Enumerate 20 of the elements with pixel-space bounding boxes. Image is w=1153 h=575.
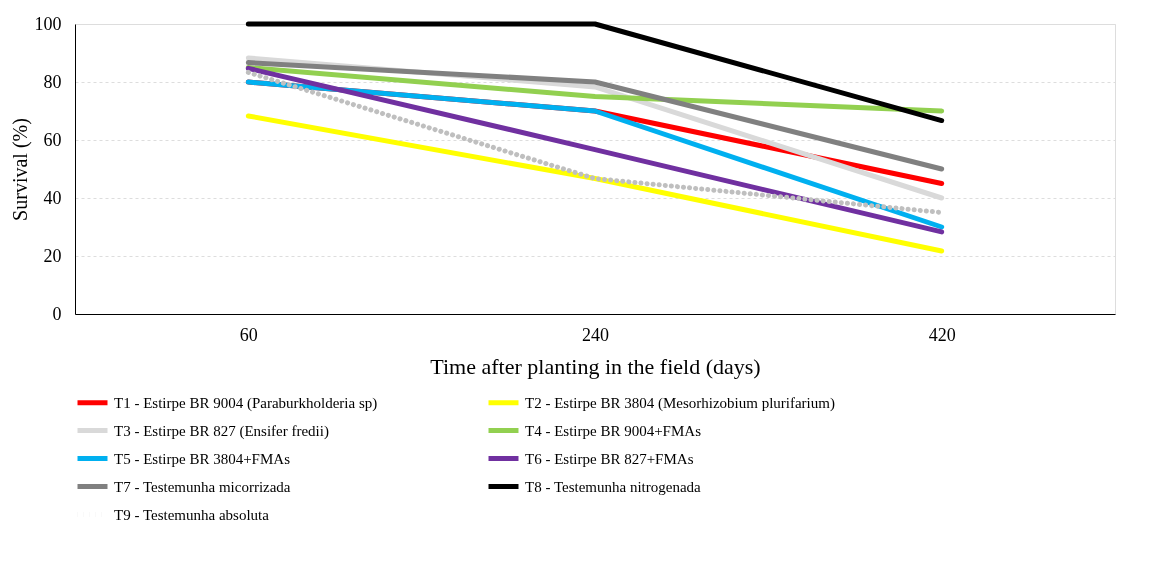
x-axis-title: Time after planting in the field (days) xyxy=(430,353,761,379)
legend-label: T1 - Estirpe BR 9004 (Paraburkholderia sp) xyxy=(114,394,378,412)
legend-label: T3 - Estirpe BR 827 (Ensifer fredii) xyxy=(114,422,329,440)
x-tick-label: 60 xyxy=(239,324,258,345)
legend-label: T5 - Estirpe BR 3804+FMAs xyxy=(114,450,291,467)
y-tick-label: 60 xyxy=(43,129,62,150)
legend-label: T9 - Testemunha absoluta xyxy=(114,506,270,523)
x-tick-label: 420 xyxy=(928,324,956,345)
legend-label: T6 - Estirpe BR 827+FMAs xyxy=(525,450,694,467)
legend-label: T2 - Estirpe BR 3804 (Mesorhizobium plurifarium) xyxy=(525,394,835,412)
y-tick-label: 100 xyxy=(34,13,62,34)
legend-label: T8 - Testemunha nitrogenada xyxy=(525,478,702,495)
y-tick-label: 40 xyxy=(43,187,62,208)
y-tick-label: 80 xyxy=(43,71,62,92)
x-tick-label: 240 xyxy=(582,324,609,345)
y-tick-label: 0 xyxy=(52,303,62,324)
legend-label: T7 - Testemunha micorrizada xyxy=(114,478,291,495)
y-axis-title: Survival (%) xyxy=(8,118,32,221)
y-tick-label: 20 xyxy=(43,245,62,266)
legend-label: T4 - Estirpe BR 9004+FMAs xyxy=(525,422,702,439)
